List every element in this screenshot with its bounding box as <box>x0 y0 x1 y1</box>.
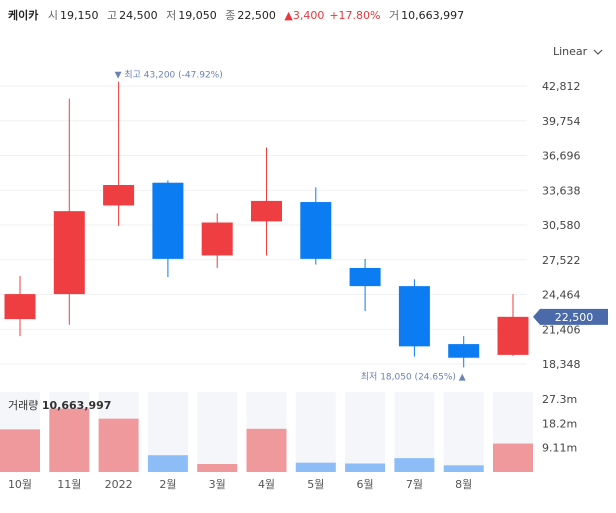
change-percent: +17.80% <box>329 9 381 22</box>
volume-value: 10,663,997 <box>401 9 465 22</box>
time-tick-label: 10월 <box>8 478 32 491</box>
volume-bar <box>98 418 139 472</box>
price-tick-label: 30,580 <box>542 219 581 232</box>
price-axis: 42,812 39,754 36,696 33,638 30,580 27,522 24,4… <box>542 80 581 371</box>
quote-header: 케이카 시 19,150 고 24,500 저 19,050 종 22,500 ▲3,4… <box>8 7 469 23</box>
volume-column-bg <box>295 392 336 472</box>
volume-tick-label: 18.2m <box>542 417 577 430</box>
high-label: 고 <box>107 9 118 22</box>
close-value: 22,500 <box>237 9 276 22</box>
high-value: 24,500 <box>119 9 158 22</box>
volume-column-bg <box>197 392 238 472</box>
change-value: ▲3,400 <box>284 9 325 22</box>
time-tick-label: 2022 <box>105 478 133 491</box>
current-price-label: 22,500 <box>555 311 594 324</box>
volume-bar <box>443 465 484 472</box>
time-tick-label: 6월 <box>357 478 374 491</box>
price-tick-label: 27,522 <box>542 254 581 267</box>
candles <box>4 81 529 368</box>
time-tick-label: 5월 <box>307 478 324 491</box>
price-tick-label: 39,754 <box>542 115 581 128</box>
volume-bar <box>197 464 238 472</box>
scale-toggle-button[interactable]: Linear <box>553 45 603 58</box>
annotations: ▼ 최고 43,200 (-47.92%) 최저 18,050 (24.65%) … <box>115 70 608 382</box>
open-label: 시 <box>47 9 58 22</box>
price-tick-label: 24,464 <box>542 289 581 302</box>
volume-bar <box>0 429 40 472</box>
high-annotation: ▼ 최고 43,200 (-47.92%) <box>115 70 223 81</box>
price-tick-label: 21,406 <box>542 323 581 336</box>
candle-body <box>251 200 282 222</box>
volume-title-label: 거래량 <box>8 399 39 412</box>
candle-body <box>103 185 135 206</box>
time-tick-label: 11월 <box>57 478 81 491</box>
low-annotation: 최저 18,050 (24.65%) ▲ <box>361 371 466 382</box>
volume-bar <box>147 455 188 472</box>
chevron-down-icon <box>591 45 603 58</box>
candle-body <box>497 316 529 355</box>
low-label: 저 <box>166 9 177 22</box>
volume-title: 거래량 10,663,997 <box>8 397 111 413</box>
price-tick-label: 42,812 <box>542 80 581 93</box>
volume-tick-label: 27.3m <box>542 393 577 406</box>
price-grid <box>0 85 527 365</box>
low-value: 19,050 <box>178 9 217 22</box>
time-tick-label: 3월 <box>209 478 226 491</box>
time-tick-label: 4월 <box>258 478 275 491</box>
volume-tick-label: 9.11m <box>542 442 577 455</box>
candle-body <box>201 222 233 256</box>
price-tick-label: 18,348 <box>542 358 581 371</box>
scale-label: Linear <box>553 45 588 58</box>
candle-body <box>300 202 332 259</box>
time-tick-label: 2월 <box>159 478 176 491</box>
stock-name: 케이카 <box>8 9 39 22</box>
time-axis: 10월 11월 2022 2월 3월 4월 5월 6월 7월 8월 <box>8 478 472 491</box>
candle-body <box>349 267 381 287</box>
volume-bar <box>345 463 386 472</box>
current-price-tag <box>533 308 608 325</box>
volume-label: 거 <box>389 9 400 22</box>
volume-bar <box>49 408 90 472</box>
volume-bar <box>493 443 533 472</box>
candle-body <box>4 294 36 320</box>
price-tick-label: 33,638 <box>542 184 581 197</box>
price-tick-label: 36,696 <box>542 150 581 163</box>
volume-bar <box>246 428 287 472</box>
candle-body <box>152 182 184 259</box>
time-tick-label: 7월 <box>406 478 423 491</box>
candle-body <box>448 344 480 358</box>
volume-column-bg <box>345 392 386 472</box>
candle-body <box>53 211 85 295</box>
volume-bar <box>295 462 336 472</box>
time-tick-label: 8월 <box>455 478 472 491</box>
volume-bars <box>0 408 533 472</box>
volume-latest: 10,663,997 <box>41 399 112 412</box>
close-label: 종 <box>225 9 236 22</box>
volume-bar <box>394 458 435 472</box>
volume-column-bg <box>443 392 484 472</box>
candle-body <box>398 286 430 347</box>
volume-axis: 27.3m 18.2m 9.11m <box>542 393 577 455</box>
open-value: 19,150 <box>60 9 99 22</box>
